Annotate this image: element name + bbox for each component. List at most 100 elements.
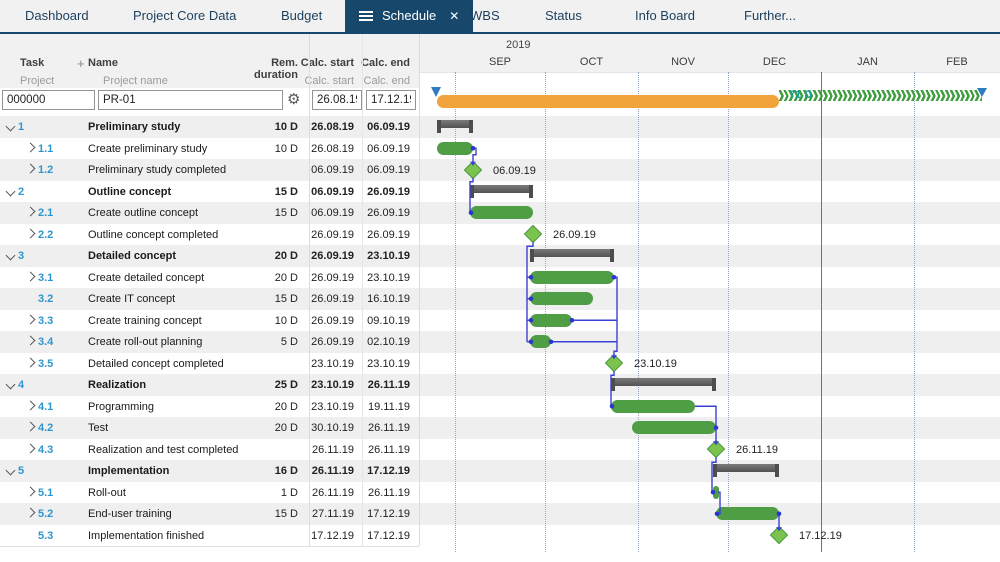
task-duration: 25 D bbox=[274, 379, 298, 391]
task-number: 4 bbox=[18, 379, 25, 391]
milestone-date-label: 23.10.19 bbox=[634, 358, 677, 371]
expand-chevron-icon[interactable] bbox=[25, 314, 36, 324]
task-duration: 20 D bbox=[274, 400, 298, 413]
tab-status[interactable]: Status bbox=[545, 8, 582, 23]
month-label: OCT bbox=[579, 56, 604, 68]
task-calc-start: 26.11.19 bbox=[311, 486, 354, 499]
task-duration: 15 D bbox=[274, 293, 298, 305]
task-calc-end: 17.12.19 bbox=[367, 465, 410, 477]
close-tab-icon[interactable]: ✕ bbox=[449, 9, 460, 23]
table-row: 5 Implementation 16 D 26.11.19 17.12.19 bbox=[0, 460, 420, 482]
expand-chevron-icon[interactable] bbox=[25, 421, 36, 432]
table-row: 1.1 Create preliminary study 10 D 26.08.19 0… bbox=[0, 138, 420, 160]
timeline-year: 2019 bbox=[506, 39, 531, 51]
project-id-input[interactable] bbox=[2, 90, 95, 110]
task-name: Outline concept completed bbox=[88, 228, 219, 241]
expand-chevron-icon[interactable] bbox=[25, 228, 36, 238]
task-bar[interactable] bbox=[632, 421, 716, 434]
tab-dashboard[interactable]: Dashboard bbox=[25, 8, 89, 23]
expand-chevron-icon[interactable] bbox=[25, 206, 36, 217]
table-row: 5.1 Roll-out 1 D 26.11.19 26.11.19 bbox=[0, 482, 420, 504]
year-gridline bbox=[821, 72, 822, 552]
milestone-diamond[interactable] bbox=[604, 354, 624, 373]
expand-chevron-icon[interactable] bbox=[25, 271, 36, 281]
summary-bracket[interactable] bbox=[713, 464, 779, 477]
task-bar[interactable] bbox=[530, 292, 593, 305]
collapse-chevron-icon[interactable] bbox=[5, 186, 16, 196]
table-row: 3 Detailed concept 20 D 26.09.19 23.10.19 bbox=[0, 245, 420, 267]
task-number: 5 bbox=[18, 465, 25, 477]
month-label: JAN bbox=[857, 56, 878, 68]
tab-bar: Dashboard Project Core Data Budget Schedule… bbox=[0, 0, 1000, 32]
collapse-chevron-icon[interactable] bbox=[5, 379, 16, 390]
task-bar[interactable] bbox=[713, 485, 719, 499]
task-duration: 10 D bbox=[274, 314, 298, 327]
task-calc-start: 26.08.19 bbox=[311, 121, 354, 133]
hamburger-icon[interactable] bbox=[359, 9, 373, 23]
task-calc-end: 17.12.19 bbox=[367, 508, 410, 520]
add-column-icon[interactable]: + bbox=[77, 56, 85, 71]
tab-info-board[interactable]: Info Board bbox=[635, 8, 695, 23]
project-end-input[interactable] bbox=[366, 90, 416, 110]
task-calc-end: 26.11.19 bbox=[367, 379, 410, 391]
summary-bracket[interactable] bbox=[530, 249, 614, 262]
month-gridline bbox=[728, 72, 729, 552]
expand-chevron-icon[interactable] bbox=[25, 163, 36, 174]
milestone-date-label: 26.09.19 bbox=[553, 229, 596, 242]
expand-chevron-icon[interactable] bbox=[25, 400, 36, 410]
milestone-diamond[interactable] bbox=[769, 526, 789, 545]
task-name: Create IT concept bbox=[88, 293, 176, 305]
tab-wbs[interactable]: WBS bbox=[470, 8, 500, 23]
task-bar[interactable] bbox=[530, 335, 551, 348]
summary-bracket[interactable] bbox=[470, 184, 533, 198]
collapse-chevron-icon[interactable] bbox=[5, 250, 16, 261]
divider-columns bbox=[309, 34, 310, 546]
task-number: 5.1 bbox=[38, 486, 54, 499]
project-start-input[interactable] bbox=[312, 90, 362, 110]
expand-chevron-icon[interactable] bbox=[25, 357, 36, 367]
task-calc-end: 26.11.19 bbox=[367, 422, 410, 434]
task-name: Create detailed concept bbox=[88, 271, 205, 284]
milestone-diamond[interactable] bbox=[706, 440, 726, 459]
task-name: Programming bbox=[88, 400, 155, 413]
table-row: 3.4 Create roll-out planning 5 D 26.09.19 02… bbox=[0, 331, 420, 353]
collapse-chevron-icon[interactable] bbox=[5, 465, 16, 476]
task-bar[interactable] bbox=[470, 206, 533, 219]
divider-dates bbox=[362, 34, 363, 546]
task-bar[interactable] bbox=[611, 399, 695, 413]
tab-further-[interactable]: Further... bbox=[744, 8, 797, 23]
table-row: 4.1 Programming 20 D 23.10.19 19.11.19 bbox=[0, 396, 420, 418]
task-number: 2.2 bbox=[38, 228, 54, 241]
task-calc-end: 26.09.19 bbox=[367, 228, 410, 241]
task-calc-end: 09.10.19 bbox=[367, 314, 410, 327]
task-duration: 20 D bbox=[274, 271, 298, 284]
tab-project-core-data[interactable]: Project Core Data bbox=[133, 8, 237, 23]
task-calc-end: 17.12.19 bbox=[367, 529, 410, 542]
milestone-diamond[interactable] bbox=[523, 225, 543, 244]
subcol-calc-end: Calc. end bbox=[363, 75, 410, 87]
task-calc-start: 26.09.19 bbox=[311, 293, 354, 305]
expand-chevron-icon[interactable] bbox=[25, 507, 36, 518]
task-bar[interactable] bbox=[716, 507, 779, 520]
expand-chevron-icon[interactable] bbox=[25, 142, 36, 152]
expand-chevron-icon[interactable] bbox=[25, 486, 36, 496]
task-calc-end: 26.11.19 bbox=[367, 486, 410, 499]
task-bar[interactable] bbox=[530, 270, 614, 284]
tab-budget[interactable]: Budget bbox=[281, 8, 323, 23]
expand-chevron-icon[interactable] bbox=[25, 443, 36, 453]
task-name: Create preliminary study bbox=[88, 142, 208, 155]
project-start-marker-icon bbox=[431, 87, 441, 97]
gear-icon[interactable]: ⚙ bbox=[287, 91, 301, 108]
task-bar[interactable] bbox=[437, 141, 473, 155]
task-calc-start: 26.11.19 bbox=[311, 465, 354, 477]
summary-bracket[interactable] bbox=[611, 378, 716, 391]
expand-chevron-icon[interactable] bbox=[25, 335, 36, 346]
task-bar[interactable] bbox=[530, 313, 572, 327]
task-number: 1.2 bbox=[38, 164, 54, 176]
tab-schedule[interactable]: Schedule ✕ bbox=[345, 0, 474, 32]
collapse-chevron-icon[interactable] bbox=[5, 121, 16, 132]
project-name-input[interactable] bbox=[98, 90, 283, 110]
summary-bracket[interactable] bbox=[437, 120, 473, 133]
project-bar[interactable] bbox=[437, 95, 779, 108]
